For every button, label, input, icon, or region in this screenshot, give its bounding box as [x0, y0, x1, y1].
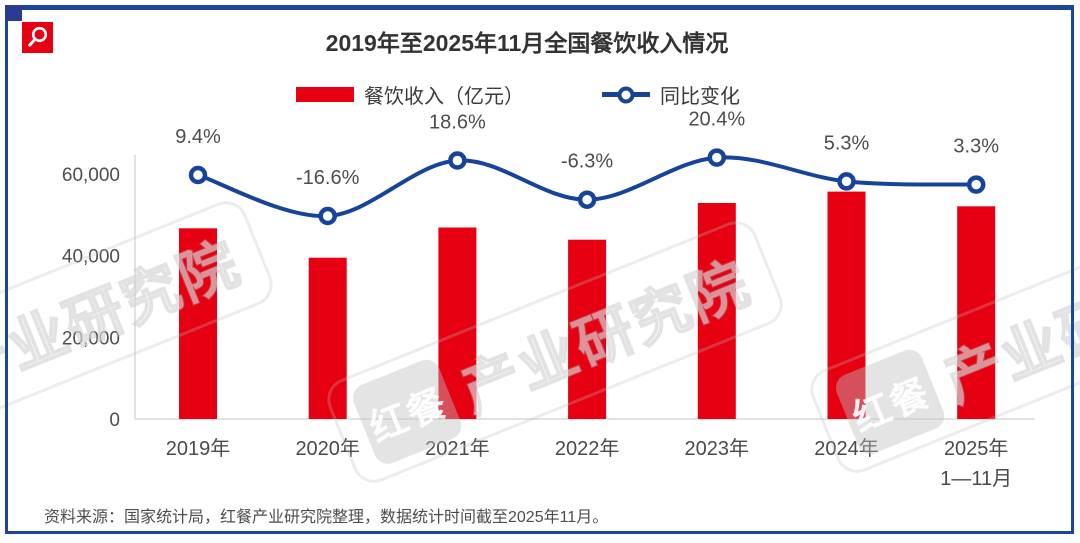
- x-axis-label: 2021年: [425, 437, 490, 460]
- source-note: 资料来源：国家统计局，红餐产业研究院整理，数据统计时间截至2025年11月。: [44, 509, 609, 526]
- data-point-marker: [707, 148, 727, 167]
- x-axis-label: 2023年: [685, 437, 750, 460]
- data-point-marker: [966, 175, 986, 194]
- data-point-marker: [448, 151, 467, 170]
- revenue-bar: [438, 227, 477, 419]
- legend-item-yoy: 同比变化: [602, 80, 740, 109]
- x-axis-label: 2024年: [814, 437, 879, 460]
- y-axis-tick-label: 0: [109, 410, 120, 431]
- revenue-bar: [827, 191, 866, 419]
- pct-label: 20.4%: [688, 109, 745, 131]
- pct-label: 18.6%: [429, 112, 486, 134]
- line-legend-swatch: [602, 86, 650, 103]
- x-axis-label: 2025年: [944, 437, 1009, 460]
- line-legend-marker: [617, 86, 635, 103]
- pct-label: 9.4%: [175, 126, 221, 148]
- legend: 餐饮收入（亿元） 同比变化: [0, 80, 1058, 109]
- legend-item-revenue: 餐饮收入（亿元）: [296, 80, 524, 109]
- revenue-bar: [957, 206, 996, 419]
- bar-legend-swatch: [296, 87, 354, 102]
- pct-label: -16.6%: [296, 167, 360, 189]
- legend-label-revenue: 餐饮收入（亿元）: [364, 86, 524, 108]
- chart-title: 2019年至2025年11月全国餐饮收入情况: [325, 30, 729, 56]
- x-axis-label: 2022年: [555, 437, 620, 460]
- y-axis-tick-label: 40,000: [62, 247, 120, 268]
- data-point-marker: [318, 206, 337, 226]
- data-point-marker: [837, 172, 856, 191]
- legend-label-yoy: 同比变化: [660, 86, 740, 108]
- x-axis-label: 2020年: [295, 437, 360, 460]
- y-axis-tick-label: 20,000: [62, 328, 120, 349]
- pct-label: 3.3%: [953, 136, 999, 158]
- x-axis-sublabel: 1—11月: [940, 468, 1012, 490]
- magnifier-icon: [28, 26, 48, 47]
- pct-label: 5.3%: [824, 132, 870, 154]
- revenue-bar: [568, 239, 607, 419]
- y-axis-tick-label: 60,000: [62, 165, 120, 186]
- x-axis-label: 2019年: [166, 437, 231, 460]
- pct-label: -6.3%: [561, 151, 613, 173]
- data-point-marker: [188, 165, 208, 185]
- revenue-bar: [308, 257, 347, 419]
- magnifier-logo-icon: [22, 22, 53, 53]
- corner-accent: [5, 5, 22, 21]
- revenue-bar: [179, 228, 217, 419]
- revenue-bar: [697, 203, 736, 419]
- data-point-marker: [577, 190, 597, 209]
